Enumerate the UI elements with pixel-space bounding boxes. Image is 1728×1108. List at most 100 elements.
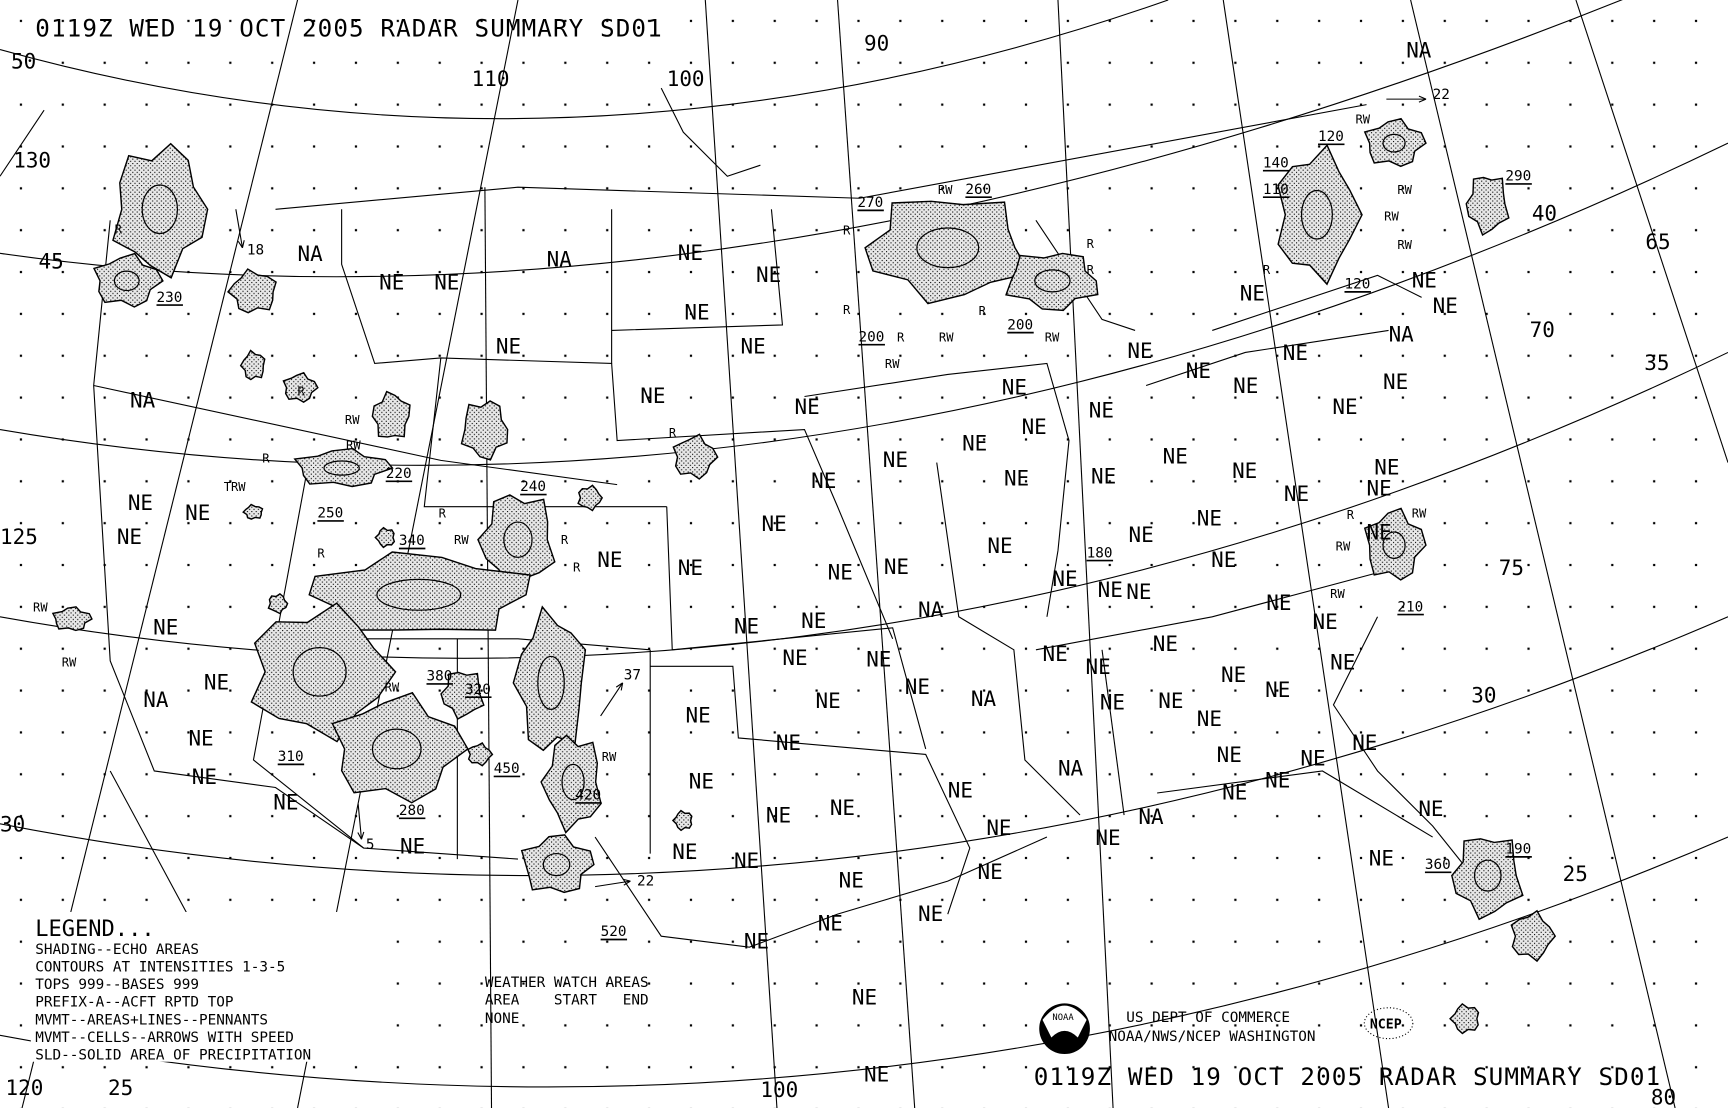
echo-area bbox=[112, 142, 209, 279]
grid-label: 100 bbox=[760, 1078, 798, 1102]
region-label: NA bbox=[547, 248, 573, 272]
arrow-head-icon bbox=[237, 240, 245, 249]
echo-top-label: 260 bbox=[965, 182, 991, 198]
grid-label: 120 bbox=[6, 1076, 44, 1100]
region-label: NE bbox=[776, 731, 801, 755]
region-label: NE bbox=[1098, 578, 1123, 602]
region-label: NE bbox=[597, 548, 622, 572]
grid-label: 80 bbox=[1651, 1086, 1676, 1108]
echo-top-label: 340 bbox=[399, 533, 425, 549]
border-line bbox=[1035, 572, 1378, 651]
footer-title: 0119Z WED 19 OCT 2005 RADAR SUMMARY SD01 bbox=[1034, 1063, 1661, 1091]
echo-top-label: 360 bbox=[1425, 857, 1451, 873]
region-label: NE bbox=[1240, 282, 1265, 306]
region-label: NE bbox=[496, 335, 521, 359]
intensity-contour bbox=[1473, 859, 1502, 892]
legend-line: MVMT--CELLS--ARROWS WITH SPEED bbox=[35, 1030, 294, 1046]
echo-top-label: 240 bbox=[520, 479, 546, 495]
intensity-contour bbox=[1382, 531, 1406, 560]
echo-area bbox=[371, 390, 411, 438]
echo-area bbox=[308, 551, 531, 631]
grid-label: 25 bbox=[108, 1076, 133, 1100]
border-line bbox=[1212, 274, 1422, 331]
echo-area bbox=[1277, 143, 1363, 286]
arrow-head-icon bbox=[622, 878, 631, 886]
echo-top-label: 520 bbox=[601, 924, 627, 940]
echo-area bbox=[540, 734, 602, 834]
echo-top-label: 290 bbox=[1505, 169, 1531, 185]
region-label: NE bbox=[1232, 459, 1257, 483]
cell-speed-label: 18 bbox=[247, 242, 264, 258]
border-line bbox=[1035, 219, 1136, 331]
region-label: NE bbox=[1332, 395, 1357, 419]
echo-top-label: 380 bbox=[426, 669, 452, 685]
grid-line bbox=[1410, 0, 1676, 1108]
echo-top-label: 270 bbox=[857, 195, 883, 211]
region-label: NE bbox=[689, 770, 714, 794]
echo-top-label: 120 bbox=[1344, 277, 1370, 293]
intensity-contour bbox=[292, 647, 347, 697]
region-label: NE bbox=[962, 431, 987, 455]
precip-type-label: RW bbox=[345, 413, 360, 427]
intensity-contour bbox=[1034, 269, 1071, 293]
watch-areas: WEATHER WATCH AREAS AREA START END NONE bbox=[485, 975, 649, 1027]
agency-line-1: US DEPT OF COMMERCE bbox=[1126, 1010, 1290, 1026]
region-label: NA bbox=[1138, 805, 1164, 829]
precip-type-label: RW bbox=[1336, 540, 1351, 554]
grid-label: 30 bbox=[0, 813, 25, 837]
region-label: NE bbox=[192, 765, 217, 789]
precip-type-label: R bbox=[262, 452, 270, 466]
echo-top-label: 140 bbox=[1263, 155, 1289, 171]
echo-area bbox=[520, 834, 595, 894]
region-label: NE bbox=[1127, 339, 1152, 363]
echo-area bbox=[864, 200, 1031, 305]
precip-type-label: RW bbox=[1330, 587, 1345, 601]
border-line bbox=[666, 506, 927, 750]
region-label: NE bbox=[1158, 689, 1183, 713]
border-line bbox=[252, 462, 365, 849]
intensity-contour bbox=[376, 578, 462, 611]
grid-label: 45 bbox=[39, 250, 64, 274]
border-line bbox=[611, 363, 894, 640]
echo-area bbox=[51, 606, 93, 632]
region-label: NE bbox=[795, 395, 820, 419]
precip-type-label: R bbox=[1347, 508, 1355, 522]
precip-type-label: R bbox=[439, 507, 447, 521]
intensity-contour bbox=[1382, 133, 1406, 153]
precip-type-label: R bbox=[843, 303, 851, 317]
echo-top-label: 200 bbox=[1007, 317, 1033, 333]
ncep-logo-text: NCEP bbox=[1370, 1018, 1402, 1033]
precip-type-label: R bbox=[1087, 237, 1095, 251]
echo-top-label: 420 bbox=[575, 788, 601, 804]
region-label: NE bbox=[1086, 655, 1111, 679]
grid-label: 125 bbox=[0, 525, 38, 549]
precip-type-label: RW bbox=[1356, 112, 1371, 126]
grid-label: 25 bbox=[1563, 862, 1588, 886]
region-label: NE bbox=[830, 796, 855, 820]
region-label: NE bbox=[1095, 826, 1120, 850]
echo-area bbox=[1465, 176, 1510, 236]
echo-top-label: 310 bbox=[278, 749, 304, 765]
echo-area bbox=[1363, 117, 1427, 168]
precip-type-label: RW bbox=[454, 533, 469, 547]
grid-line bbox=[0, 142, 1728, 466]
region-label: NE bbox=[734, 849, 759, 873]
region-label: NE bbox=[1418, 797, 1443, 821]
region-label: NE bbox=[1052, 567, 1077, 591]
grid-line bbox=[1222, 0, 1390, 1108]
region-label: NE bbox=[1284, 482, 1309, 506]
precip-type-label: R bbox=[561, 533, 569, 547]
echo-area bbox=[1510, 909, 1557, 963]
precip-type-label: RW bbox=[939, 330, 954, 344]
echo-area bbox=[293, 447, 394, 488]
region-label: NE bbox=[1043, 642, 1068, 666]
noaa-logo-text: NOAA bbox=[1052, 1013, 1074, 1023]
state-borders bbox=[93, 87, 1478, 1058]
echo-top-label: 110 bbox=[1263, 182, 1289, 198]
region-label: NE bbox=[1002, 375, 1027, 399]
precip-type-label: R bbox=[1087, 263, 1095, 277]
echo-area bbox=[671, 809, 693, 832]
region-label: NE bbox=[1089, 398, 1114, 422]
region-label: NE bbox=[1221, 663, 1246, 687]
region-label: NE bbox=[948, 778, 973, 802]
